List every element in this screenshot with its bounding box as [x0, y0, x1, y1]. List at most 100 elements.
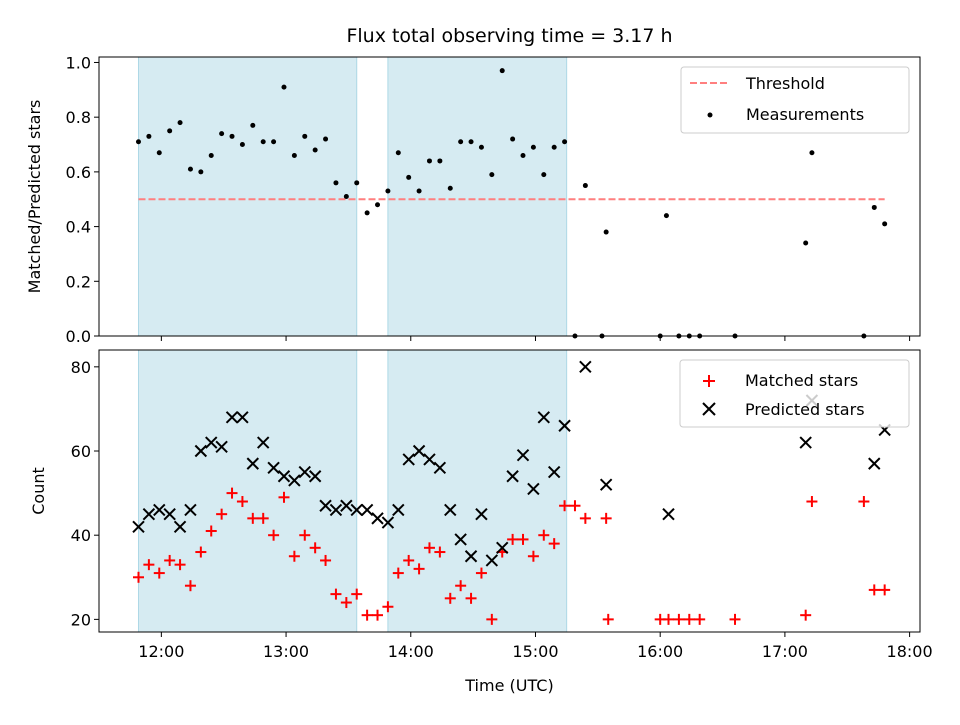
- matched-star-point: [299, 529, 311, 541]
- matched-star-point: [663, 613, 675, 625]
- matched-star-point: [403, 554, 415, 566]
- count-panel-frame: [98, 349, 921, 633]
- predicted-star-point: [184, 503, 197, 517]
- measurement-point: [323, 136, 329, 142]
- x-tick-label: 14:00: [388, 642, 434, 661]
- predicted-star-point: [868, 457, 881, 470]
- count-legend: Matched stars Predicted stars: [679, 359, 910, 428]
- matched-star-point: [164, 554, 176, 566]
- ratio-y-tick-label: 0.2: [66, 272, 91, 291]
- measurement-point: [250, 122, 256, 128]
- measurement-point: [219, 131, 225, 137]
- legend-threshold-label: Threshold: [745, 74, 825, 93]
- measurement-point: [333, 180, 339, 186]
- predicted-star-point: [454, 533, 467, 546]
- legend-matched-swatch: [703, 375, 715, 387]
- predicted-star-point: [537, 411, 551, 424]
- predicted-star-point: [412, 444, 426, 458]
- measurement-point: [364, 210, 370, 216]
- matched-star-point: [579, 512, 591, 524]
- x-tick-label: 13:00: [263, 642, 309, 661]
- matched-star-point: [392, 567, 404, 579]
- measurement-point: [239, 142, 245, 148]
- matched-star-point: [602, 613, 614, 625]
- matched-star-point: [434, 546, 446, 558]
- measurement-point: [156, 150, 162, 156]
- measurement-point: [489, 172, 495, 178]
- predicted-star-point: [527, 482, 540, 496]
- matched-star-point: [413, 563, 425, 575]
- measurement-point: [478, 144, 484, 150]
- predicted-star-point: [599, 478, 613, 491]
- predicted-star-point: [308, 470, 322, 483]
- predicted-star-point: [371, 512, 384, 525]
- ratio-legend: Threshold Measurements: [680, 66, 910, 134]
- measurement-point: [271, 139, 277, 145]
- predicted-star-point: [132, 520, 145, 533]
- matched-star-point: [309, 542, 321, 554]
- predicted-star-point: [246, 457, 260, 470]
- measurement-point: [208, 152, 214, 158]
- count-legend-box: [679, 359, 910, 428]
- predicted-star-point: [277, 470, 291, 483]
- predicted-star-point: [153, 503, 166, 517]
- x-tick-label: 17:00: [762, 642, 808, 661]
- x-tick-label: 15:00: [512, 642, 558, 661]
- predicted-star-point: [142, 507, 156, 521]
- predicted-star-point: [475, 507, 488, 521]
- ratio-y-tick-label: 1.0: [66, 53, 91, 72]
- predicted-star-point: [799, 436, 812, 449]
- measurement-point: [520, 152, 526, 158]
- count-y-tick-label: 40: [71, 526, 91, 545]
- matched-star-point: [361, 609, 373, 621]
- matched-star-point: [879, 584, 891, 596]
- ratio-legend-box: [680, 66, 910, 134]
- ratio-observing-window-2: [387, 56, 568, 337]
- count-y-tick-label: 80: [71, 358, 91, 377]
- x-axis-label: Time (UTC): [464, 676, 553, 695]
- measurement-point: [291, 152, 297, 158]
- measurement-point: [416, 188, 422, 194]
- measurement-point: [260, 139, 266, 145]
- predicted-star-point: [516, 449, 530, 462]
- ratio-panel-frame: [98, 56, 921, 337]
- matched-star-point: [382, 601, 394, 613]
- matched-star-point: [806, 496, 818, 508]
- predicted-star-point: [662, 507, 675, 521]
- matched-star-point: [486, 613, 498, 625]
- measurement-point: [135, 139, 141, 145]
- measurement-point: [385, 188, 391, 194]
- matched-star-point: [278, 491, 290, 503]
- matched-star-point: [527, 550, 539, 562]
- predicted-star-point: [485, 554, 499, 567]
- matched-star-point: [236, 496, 248, 508]
- matched-star-point: [507, 533, 519, 545]
- matched-star-point: [226, 487, 238, 499]
- count-y-tick-label: 20: [71, 610, 91, 629]
- matched-star-point: [153, 567, 165, 579]
- predicted-star-point: [392, 503, 405, 517]
- measurement-point: [809, 150, 815, 156]
- ratio-panel: 0.0 0.2 0.4 0.6 0.8 1.0 Flux total observing …: [25, 25, 921, 346]
- measurement-point: [167, 128, 173, 134]
- measurement-point: [312, 147, 318, 153]
- matched-star-point: [517, 533, 529, 545]
- predicted-star-point: [194, 444, 208, 458]
- predicted-star-point: [225, 411, 239, 424]
- matched-star-point: [174, 559, 186, 571]
- matched-star-point: [423, 542, 435, 554]
- x-tick-label: 12:00: [138, 642, 184, 661]
- matched-star-point: [858, 496, 870, 508]
- count-panel: 20 40 60 80 12:00 13:00 14:00 15:00 16:00 17:00 1…: [29, 349, 933, 695]
- predicted-star-point: [444, 503, 457, 517]
- predicted-star-point: [579, 360, 592, 374]
- matched-star-point: [538, 529, 550, 541]
- predicted-star-point: [298, 465, 311, 479]
- predicted-star-point: [350, 503, 363, 517]
- predicted-star-point: [506, 470, 519, 483]
- predicted-star-point: [215, 440, 228, 454]
- matched-star-point: [268, 529, 280, 541]
- measurement-point: [541, 172, 547, 178]
- matched-star-point: [195, 546, 207, 558]
- matched-star-point: [800, 609, 812, 621]
